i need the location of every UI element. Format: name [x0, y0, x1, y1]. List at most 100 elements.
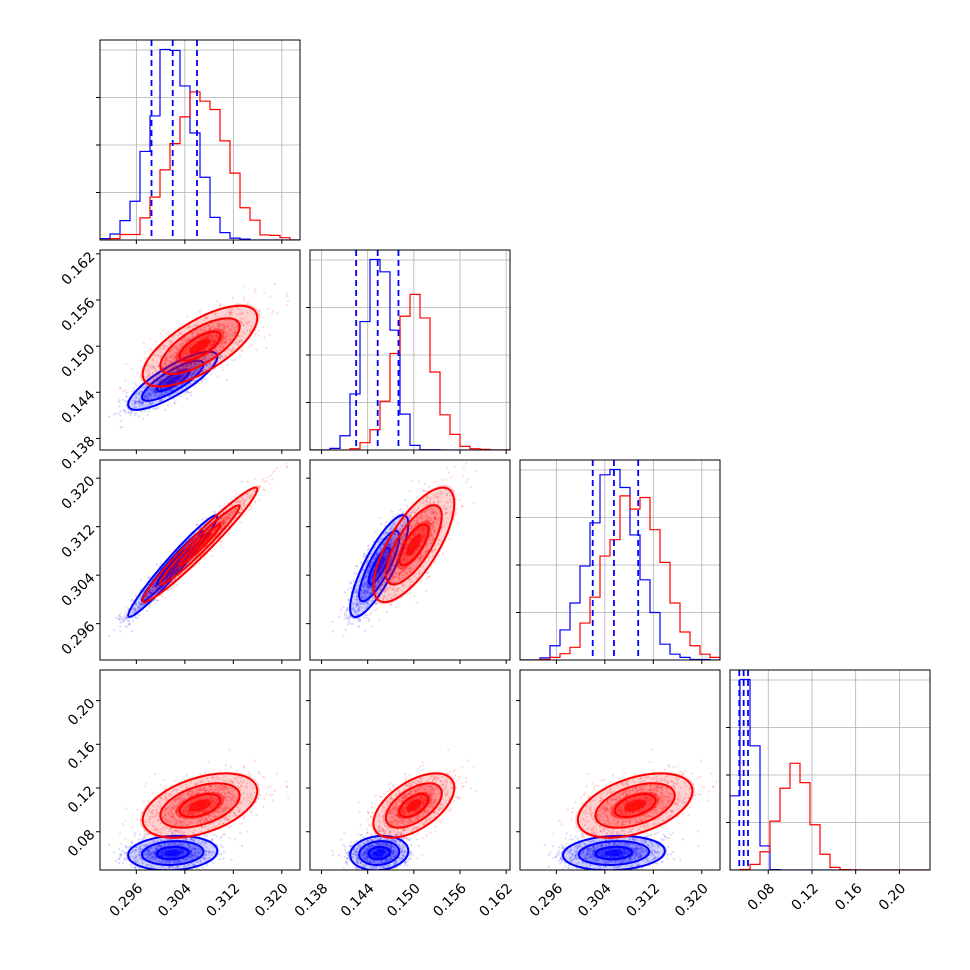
scatter-point: [203, 334, 206, 338]
scatter-point: [208, 327, 211, 330]
scatter-point: [129, 411, 133, 414]
scatter-point: [136, 400, 139, 403]
scatter-point: [214, 326, 217, 329]
scatter-point: [148, 605, 151, 608]
scatter-point: [188, 374, 191, 377]
scatter-point: [216, 315, 220, 319]
scatter-point: [220, 527, 223, 530]
scatter-point: [226, 324, 230, 328]
scatter-point: [152, 392, 155, 395]
scatter-point: [206, 316, 209, 319]
scatter-point: [350, 607, 354, 611]
scatter-point: [357, 625, 360, 628]
scatter-point: [119, 387, 122, 390]
scatter-point: [138, 400, 141, 403]
scatter-point: [373, 557, 376, 560]
scatter-point: [370, 576, 373, 579]
scatter-point: [174, 356, 178, 359]
scatter-point: [149, 387, 152, 391]
scatter-point: [250, 324, 253, 328]
scatter-point: [193, 355, 197, 358]
scatter-point: [156, 599, 159, 602]
scatter-point: [230, 334, 233, 337]
scatter-point: [211, 554, 214, 558]
scatter-point: [185, 397, 189, 400]
scatter-point: [220, 539, 223, 543]
scatter-point: [225, 378, 229, 382]
scatter-point: [254, 334, 257, 337]
scatter-point: [237, 501, 240, 504]
scatter-point: [262, 488, 265, 491]
scatter-point: [164, 356, 167, 359]
scatter-point: [127, 411, 130, 415]
scatter-point: [379, 578, 382, 581]
scatter-point: [365, 590, 368, 593]
scatter-point: [236, 302, 239, 305]
scatter-point: [165, 364, 168, 367]
scatter-point: [219, 521, 223, 524]
scatter-point: [233, 358, 236, 361]
scatter-point: [245, 492, 248, 496]
scatter-point: [131, 629, 134, 633]
scatter-point: [136, 616, 139, 619]
scatter-point: [220, 518, 223, 522]
scatter-point: [384, 558, 387, 561]
scatter-point: [155, 585, 158, 588]
scatter-point: [164, 380, 167, 383]
scatter-point: [253, 313, 256, 316]
scatter-point: [215, 335, 219, 339]
scatter-point: [224, 354, 227, 358]
scatter-point: [362, 616, 366, 619]
scatter-point: [164, 358, 168, 361]
scatter-point: [167, 588, 170, 591]
scatter-point: [220, 328, 223, 331]
scatter-point: [224, 520, 227, 524]
scatter-point: [239, 338, 242, 342]
scatter-point: [155, 587, 158, 590]
scatter-point: [390, 543, 394, 546]
scatter-point: [145, 392, 148, 396]
scatter-point: [144, 352, 147, 355]
scatter-point: [216, 300, 219, 303]
scatter-point: [237, 499, 241, 502]
scatter-point: [285, 292, 288, 295]
scatter-point: [228, 334, 231, 337]
scatter-point: [399, 527, 402, 530]
scatter-point: [170, 341, 173, 344]
scatter-point: [231, 347, 234, 350]
scatter-point: [211, 337, 214, 340]
scatter-point: [210, 344, 213, 347]
scatter-point: [263, 292, 266, 295]
scatter-point: [192, 335, 195, 339]
scatter-point: [150, 592, 153, 595]
scatter-point: [246, 311, 249, 314]
scatter-point: [125, 404, 128, 407]
scatter-point: [365, 586, 368, 589]
scatter-point: [142, 386, 146, 389]
scatter-point: [201, 380, 204, 383]
scatter-point: [168, 587, 172, 590]
scatter-point: [362, 584, 365, 587]
scatter-point: [155, 563, 158, 566]
scatter-point: [220, 518, 223, 521]
scatter-point: [169, 349, 173, 352]
scatter-point: [193, 371, 196, 374]
scatter-point: [355, 603, 359, 606]
scatter-point: [189, 365, 192, 368]
scatter-point: [178, 332, 181, 335]
scatter-point: [174, 399, 178, 402]
scatter-point: [146, 375, 149, 378]
scatter-point: [175, 386, 178, 389]
scatter-point: [184, 353, 188, 356]
scatter-point: [187, 391, 190, 394]
scatter-point: [389, 542, 393, 545]
scatter-point: [213, 340, 216, 344]
scatter-point: [157, 354, 160, 357]
scatter-point: [148, 392, 151, 395]
scatter-point: [358, 606, 361, 609]
scatter-point: [190, 394, 193, 397]
scatter-point: [247, 495, 250, 498]
scatter-point: [171, 388, 174, 391]
scatter-point: [182, 352, 185, 356]
scatter-point: [358, 619, 362, 622]
